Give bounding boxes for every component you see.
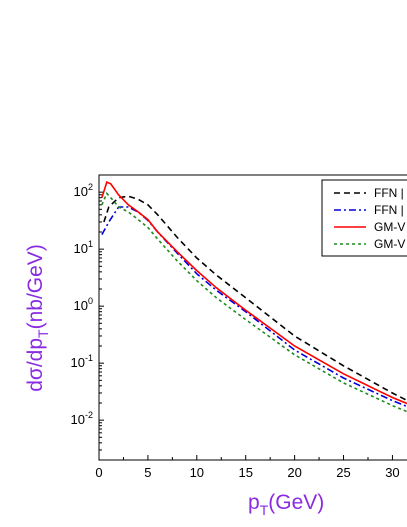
y-tick-label: 10-2 <box>71 410 93 427</box>
series-layer <box>101 181 407 413</box>
y-axis: 102 101 100 10-1 10-2 <box>71 174 104 461</box>
plot-area <box>98 174 407 461</box>
x-axis-title: pT(GeV) <box>248 491 324 518</box>
series-line-4 <box>101 191 407 413</box>
x-tick-label: 25 <box>336 465 350 480</box>
y-tick-label: 100 <box>74 296 93 313</box>
x-axis: 0 5 10 15 20 25 30 <box>95 455 400 480</box>
x-tick-label: 5 <box>144 465 151 480</box>
x-tick-label: 10 <box>190 465 204 480</box>
x-axis-title-unit: (GeV) <box>268 491 324 514</box>
x-axis-title-sub: T <box>260 502 269 518</box>
y-axis-title-main: dσ/dp <box>24 338 47 392</box>
y-tick-label: 102 <box>74 182 93 199</box>
series-line-2 <box>101 206 407 408</box>
plot-frame <box>98 174 407 461</box>
y-tick-label: 101 <box>74 239 93 256</box>
y-axis-title: dσ/dpT(nb/GeV) <box>24 244 51 392</box>
legend: FFN | FFN | GM-V GM-V <box>321 179 407 257</box>
y-axis-title-sub: T <box>35 329 51 338</box>
x-tick-label: 20 <box>287 465 301 480</box>
x-axis-title-main: p <box>248 491 260 514</box>
y-axis-title-unit: (nb/GeV) <box>24 244 47 329</box>
x-tick-label: 0 <box>95 465 102 480</box>
x-tick-label: 15 <box>238 465 252 480</box>
series-line-3 <box>101 181 407 405</box>
legend-label: GM-V <box>374 220 405 234</box>
y-tick-label: 10-1 <box>71 353 93 370</box>
legend-label: FFN | <box>374 203 404 217</box>
legend-label: FFN | <box>374 186 404 200</box>
legend-label: GM-V <box>374 237 405 251</box>
x-tick-label: 30 <box>385 465 399 480</box>
